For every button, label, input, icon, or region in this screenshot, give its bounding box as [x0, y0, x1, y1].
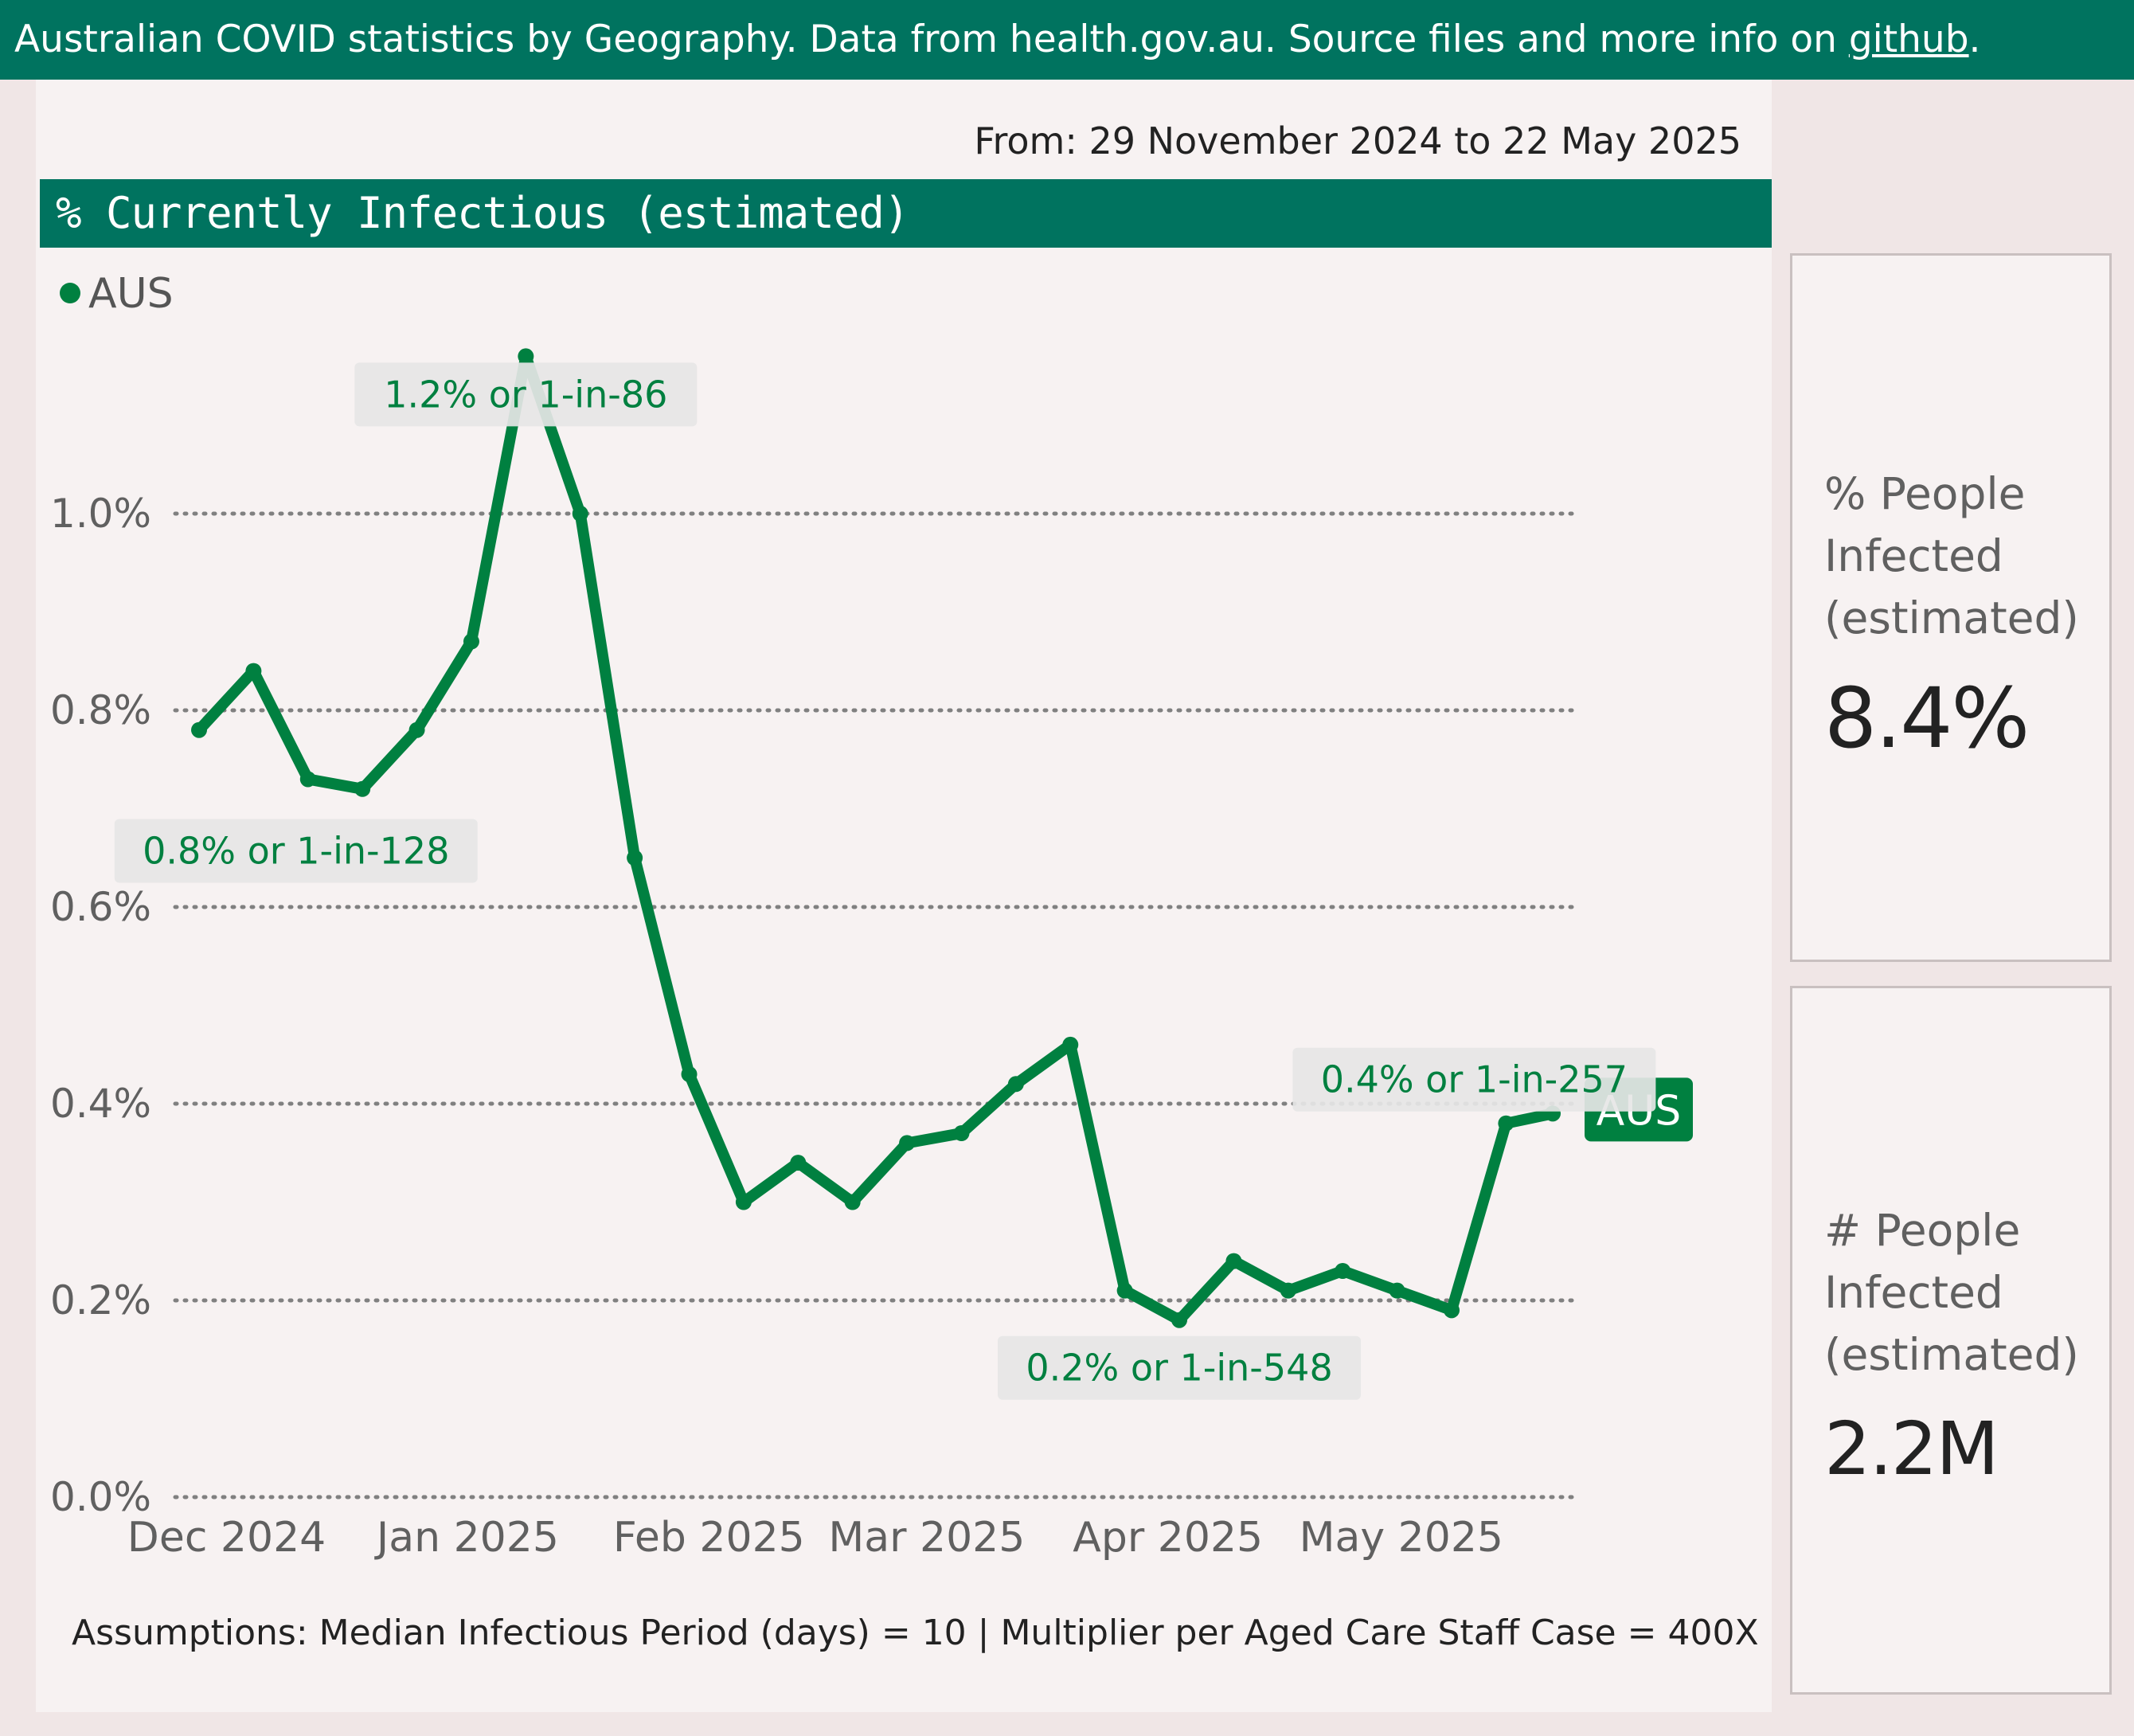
annotations: 1.2% or 1-in-86 0.8% or 1-in-128 0.2% or 1… [114, 362, 1656, 1400]
data-point [735, 1194, 752, 1210]
data-point [899, 1135, 916, 1151]
kpi-label: # People Infected (estimated) [1824, 1205, 2079, 1380]
banner-suffix: . [1968, 18, 1981, 61]
y-tick-label: 0.4% [50, 1081, 151, 1127]
x-tick-label: Apr 2025 [1073, 1514, 1263, 1562]
data-point [1225, 1253, 1242, 1269]
annotation-label: 0.2% or 1-in-548 [1026, 1347, 1332, 1390]
gridlines [173, 511, 1579, 1499]
legend-marker [60, 283, 80, 303]
kpi-card-people-infected: # People Infected (estimated) 2.2M [1790, 986, 2112, 1695]
data-point [245, 663, 262, 679]
annotation-label: 0.8% or 1-in-128 [143, 829, 449, 872]
data-point [191, 721, 207, 738]
data-point [953, 1125, 970, 1142]
data-point [1335, 1262, 1351, 1279]
x-tick-label: Mar 2025 [828, 1514, 1025, 1562]
x-tick-label: Jan 2025 [374, 1514, 559, 1562]
y-tick-label: 0.8% [50, 687, 151, 733]
annotation-box [1292, 1047, 1656, 1112]
y-tick-label: 0.2% [50, 1277, 151, 1324]
x-tick-label: Feb 2025 [613, 1514, 805, 1562]
kpi-value: 2.2M [1824, 1406, 1999, 1492]
top-banner: Australian COVID statistics by Geography… [0, 0, 2134, 80]
chart-header: % Currently Infectious (estimated) [40, 179, 1772, 248]
annotation-box [998, 1335, 1362, 1400]
legend-entry: AUS [88, 270, 174, 318]
data-point [844, 1194, 861, 1210]
chart-card: From: 29 November 2024 to 22 May 2025 % … [36, 80, 1772, 1712]
data-point [299, 771, 316, 788]
data-point [1062, 1036, 1079, 1053]
data-point [627, 850, 643, 866]
line-chart: 0.0% 0.2% 0.4% 0.6% 0.8% 1.0% Dec 2024 Jan 202… [50, 270, 1693, 1562]
data-point [408, 721, 425, 738]
data-point [1007, 1076, 1024, 1093]
github-link[interactable]: github [1848, 18, 1969, 61]
x-tick-labels: Dec 2024 Jan 2025 Feb 2025 Mar 2025 Apr 2025… [127, 1514, 1503, 1562]
y-tick-label: 0.6% [50, 884, 151, 930]
data-point [518, 348, 534, 365]
data-point [1443, 1302, 1460, 1319]
data-point [463, 633, 479, 650]
legend: AUS [60, 270, 174, 318]
data-point [1498, 1115, 1515, 1132]
data-point [572, 506, 588, 522]
x-tick-label: May 2025 [1300, 1514, 1503, 1562]
data-point [790, 1155, 807, 1171]
annotation-box [354, 362, 698, 427]
date-range: From: 29 November 2024 to 22 May 2025 [974, 119, 1741, 162]
data-point [681, 1065, 698, 1082]
data-point [1389, 1282, 1405, 1299]
data-point [1280, 1282, 1296, 1299]
kpi-label: % People Infected (estimated) [1824, 468, 2079, 643]
annotation-label: 0.4% or 1-in-257 [1321, 1058, 1628, 1101]
kpi-card-percent-infected: % People Infected (estimated) 8.4% [1790, 253, 2112, 962]
assumptions-text: Assumptions: Median Infectious Period (d… [72, 1613, 1759, 1653]
series-line [193, 350, 1558, 1326]
x-tick-label: Dec 2024 [127, 1514, 326, 1562]
kpi-value: 8.4% [1824, 670, 2030, 767]
y-tick-label: 1.0% [50, 491, 151, 537]
annotation-box [114, 819, 478, 883]
banner-text: Australian COVID statistics by Geography… [14, 18, 1849, 61]
data-point [354, 780, 371, 797]
data-point [1171, 1312, 1188, 1328]
data-point [1116, 1282, 1133, 1299]
y-tick-labels: 0.0% 0.2% 0.4% 0.6% 0.8% 1.0% [50, 491, 151, 1520]
y-tick-label: 0.0% [50, 1474, 151, 1520]
annotation-label: 1.2% or 1-in-86 [384, 373, 667, 416]
